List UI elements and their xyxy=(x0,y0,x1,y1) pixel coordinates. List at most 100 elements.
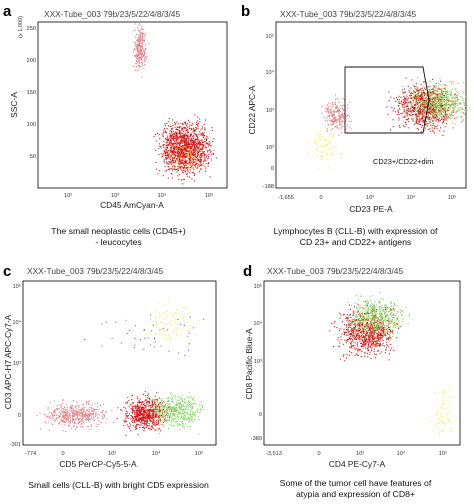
event-dot-pink xyxy=(61,424,63,426)
event-dot-green xyxy=(445,102,447,104)
event-dot-green xyxy=(166,420,168,422)
event-dot-red xyxy=(419,112,421,114)
event-dot-red xyxy=(177,142,179,144)
event-dot-yellow xyxy=(312,155,314,157)
event-dot-red xyxy=(419,118,421,120)
event-dot-yellow xyxy=(323,135,325,137)
event-dot-red xyxy=(433,117,435,119)
event-dot-red xyxy=(405,122,407,124)
event-dot-pink xyxy=(141,48,143,50)
event-dot-green xyxy=(443,104,445,106)
event-dot-yellow xyxy=(172,154,174,156)
event-dot-red xyxy=(190,150,192,152)
event-dot-green xyxy=(456,100,458,102)
event-dot-yellow xyxy=(186,154,188,156)
event-dot-red xyxy=(199,156,201,158)
event-dot-pink xyxy=(327,111,329,113)
event-dot-red xyxy=(397,110,399,112)
event-dot-red xyxy=(427,91,429,93)
event-dot-red xyxy=(135,417,137,419)
event-dot-green xyxy=(465,81,466,83)
event-dot-red xyxy=(185,165,187,167)
event-dot-red xyxy=(177,145,179,147)
event-dot-red xyxy=(127,396,129,398)
event-dot-red xyxy=(172,124,174,126)
event-dot-pink xyxy=(80,411,82,413)
event-dot-red xyxy=(416,90,418,92)
event-dot-pink xyxy=(134,55,136,57)
event-dot-green xyxy=(172,408,174,410)
event-dot-green xyxy=(440,106,442,108)
event-dot-red xyxy=(185,174,187,176)
event-dot-pink xyxy=(91,413,93,415)
event-dot-red xyxy=(176,171,178,173)
event-dot-pink xyxy=(113,422,115,424)
event-dot-yellow xyxy=(332,153,334,155)
event-dot-yellow xyxy=(315,138,317,140)
event-dot-red xyxy=(168,406,170,408)
event-dot-pink xyxy=(335,108,337,110)
event-dot-red xyxy=(407,104,409,106)
event-dot-red xyxy=(424,107,426,109)
event-dot-red xyxy=(190,158,192,160)
event-dot-pink xyxy=(63,417,65,419)
event-dot-red xyxy=(169,134,171,136)
event-dot-pink xyxy=(63,418,65,420)
event-dot-pink xyxy=(140,51,142,53)
event-dot-red xyxy=(170,161,172,163)
event-dot-red xyxy=(152,415,154,417)
event-dot-red xyxy=(187,150,189,152)
event-dot-yellow xyxy=(326,144,328,146)
event-dot-red xyxy=(134,422,136,424)
event-dot-pink xyxy=(65,409,67,411)
event-dot-green xyxy=(447,97,449,99)
event-dot-green xyxy=(465,95,466,97)
event-dot-pink xyxy=(74,414,76,416)
event-dot-green xyxy=(189,402,191,404)
event-dot-pink xyxy=(330,129,332,131)
event-dot-pink xyxy=(139,42,141,44)
event-dot-green xyxy=(443,119,445,121)
event-dot-red xyxy=(182,167,184,169)
event-dot-yellow xyxy=(166,325,168,327)
event-dot-red xyxy=(184,149,186,151)
event-dot-red xyxy=(125,416,127,418)
event-dot-red xyxy=(155,421,157,423)
event-dot-red xyxy=(432,116,434,118)
event-dot-red xyxy=(196,143,198,145)
event-dot-red xyxy=(416,118,418,120)
event-dot-red xyxy=(153,418,155,420)
event-dot-red xyxy=(134,413,136,415)
event-dot-red xyxy=(431,91,433,93)
event-dot-red xyxy=(174,143,176,145)
event-dot-red xyxy=(412,113,414,115)
event-dot-pink xyxy=(331,121,333,123)
event-dot-red xyxy=(211,130,213,132)
event-dot-red xyxy=(435,118,437,120)
event-dot-pink xyxy=(324,119,326,121)
event-dot-red xyxy=(426,116,428,118)
event-dot-green xyxy=(430,120,432,122)
event-dot-pink xyxy=(136,44,138,46)
event-dot-red xyxy=(164,123,166,125)
event-dot-green xyxy=(155,398,157,400)
event-dot-red xyxy=(135,424,137,426)
event-dot-pink xyxy=(335,101,337,103)
x-tick-label: 10⁴ xyxy=(158,192,167,199)
event-dot-red xyxy=(166,156,168,158)
event-dot-red xyxy=(155,405,157,407)
event-dot-green xyxy=(430,92,432,94)
event-dot-red xyxy=(417,109,419,111)
event-dot-yellow xyxy=(332,148,334,150)
event-dot-red xyxy=(398,95,400,97)
event-dot-green xyxy=(431,102,433,104)
event-dot-red xyxy=(418,94,420,96)
event-dot-pink xyxy=(95,412,97,414)
event-dot-pink xyxy=(86,410,88,412)
event-dot-pink xyxy=(49,401,51,403)
event-dot-red xyxy=(179,130,181,132)
event-dot-yellow xyxy=(330,148,332,150)
event-dot-green xyxy=(189,417,191,419)
event-dot-green xyxy=(417,99,419,101)
event-dot-red xyxy=(136,427,138,429)
